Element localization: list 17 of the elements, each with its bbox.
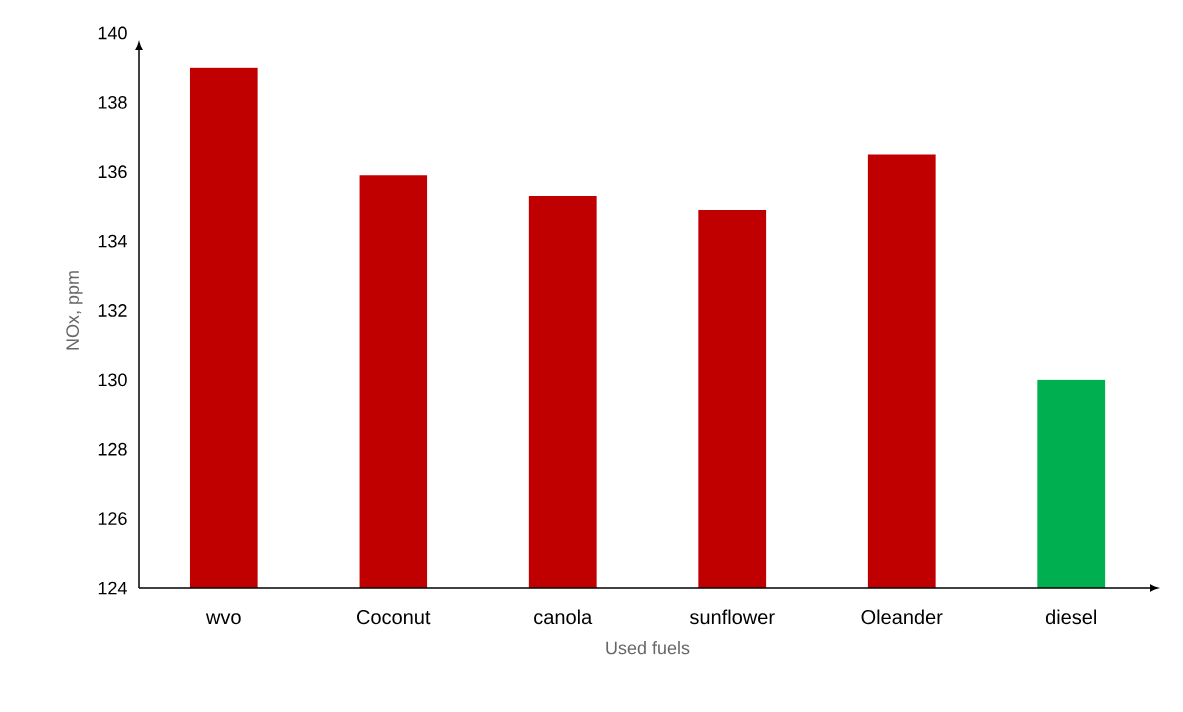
- y-axis-title: NOx, ppm: [66, 271, 83, 350]
- x-tick-label: Oleander: [861, 609, 943, 625]
- y-tick-label: 136: [98, 165, 127, 179]
- x-tick-label: wvo: [205, 613, 241, 625]
- y-tick-label: 134: [98, 234, 127, 248]
- y-tick-label: 130: [98, 373, 127, 387]
- y-tick-label: 138: [98, 95, 127, 109]
- x-tick-label: canola: [534, 609, 593, 625]
- x-tick-label: sunflower: [689, 609, 775, 625]
- x-tick-label: Coconut: [357, 610, 431, 625]
- x-tick-label: diesel: [1045, 609, 1097, 625]
- y-tick-label: 126: [98, 512, 127, 525]
- y-tick-label: 132: [98, 304, 127, 317]
- x-axis-title: Used fuels: [606, 641, 690, 655]
- y-tick-label: 124: [98, 581, 127, 595]
- y-tick-label: 128: [98, 442, 127, 456]
- y-tick-label: 140: [98, 26, 127, 40]
